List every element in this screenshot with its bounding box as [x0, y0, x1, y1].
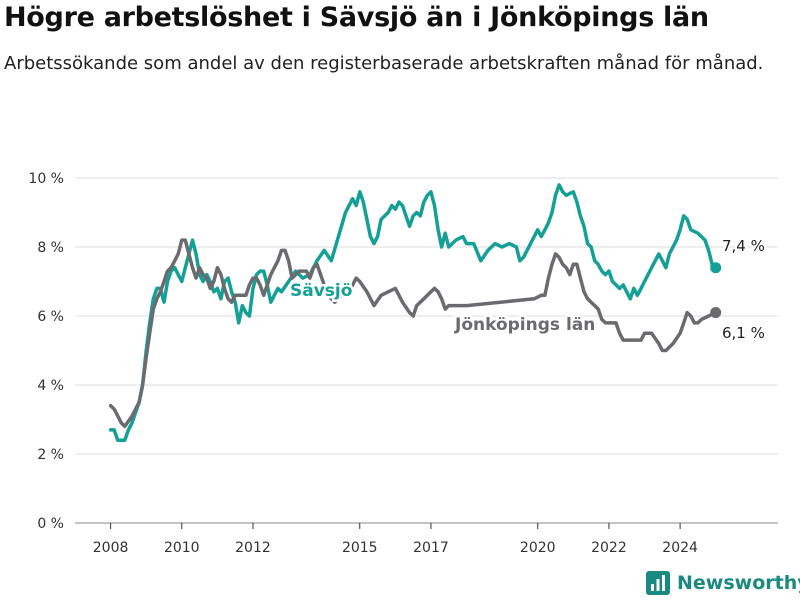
brand-name: Newsworthy: [677, 572, 800, 594]
y-tick-label: 10 %: [28, 171, 64, 187]
y-tick-label: 8 %: [37, 240, 64, 256]
series-end-value-label: 7,4 %: [722, 237, 765, 255]
y-tick-label: 4 %: [37, 378, 64, 394]
series-name-label: Sävsjö: [290, 281, 352, 301]
series-end-point: [710, 262, 722, 274]
brand-logo: Newsworthy: [645, 570, 800, 596]
x-tick-label: 2008: [93, 540, 129, 556]
series-end-point: [710, 307, 722, 319]
x-tick-label: 2020: [520, 540, 556, 556]
x-tick-label: 2010: [164, 540, 200, 556]
y-tick-label: 6 %: [37, 309, 64, 325]
x-tick-label: 2015: [342, 540, 378, 556]
newsworthy-logo-icon: [646, 571, 670, 595]
x-tick-label: 2012: [235, 540, 271, 556]
x-tick-label: 2022: [591, 540, 627, 556]
series-name-label: Jönköpings län: [454, 315, 595, 335]
series-end-value-label: 6,1 %: [722, 324, 765, 342]
series-line-jonkopings-lan: [108, 238, 718, 429]
y-tick-label: 0 %: [37, 516, 64, 532]
chart-title: Högre arbetslöshet i Sävsjö än i Jönköpi…: [4, 2, 709, 33]
y-tick-label: 2 %: [37, 447, 64, 463]
chart-subtitle: Arbetssökande som andel av den registerb…: [4, 53, 764, 74]
series-line-savsjo: [108, 183, 718, 442]
x-tick-label: 2017: [413, 540, 449, 556]
x-tick-label: 2024: [662, 540, 698, 556]
